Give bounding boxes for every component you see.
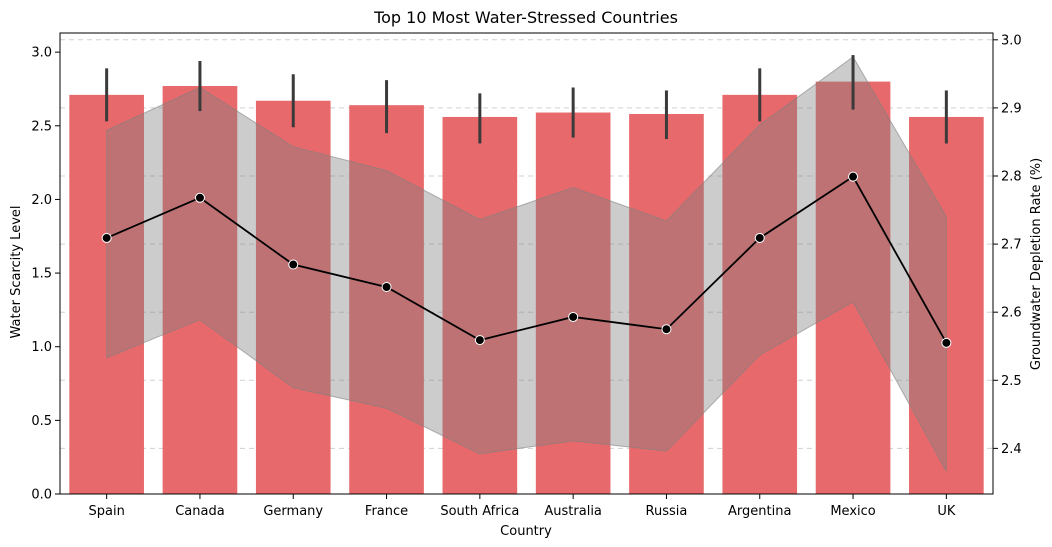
y-tick-label: 3.0 <box>31 46 52 61</box>
y2-tick-label: 2.7 <box>1001 238 1022 253</box>
y2-tick-label: 2.5 <box>1001 374 1022 389</box>
data-point <box>661 324 672 335</box>
depletion-line <box>101 171 952 348</box>
data-point <box>848 171 859 182</box>
bars <box>69 81 984 495</box>
y-tick-label: 1.0 <box>31 340 52 355</box>
data-point <box>381 281 392 292</box>
bar <box>162 86 238 494</box>
y2-tick-label: 2.8 <box>1001 169 1022 184</box>
data-point <box>194 192 205 203</box>
y2-tick-label: 3.0 <box>1001 33 1022 48</box>
y-tick-label: 2.5 <box>31 119 52 134</box>
bar <box>815 81 891 495</box>
y-axis-label: Water Scarcity Level <box>9 206 24 339</box>
bar <box>255 100 331 495</box>
x-tick-label: Germany <box>263 504 323 519</box>
y-tick-label: 0.5 <box>31 414 52 429</box>
x-tick-label: Spain <box>88 504 124 519</box>
data-point <box>568 311 579 322</box>
bar <box>535 112 611 495</box>
error-bars <box>105 55 948 144</box>
bar <box>442 116 518 494</box>
plot-frame <box>59 32 994 495</box>
x-tick-label: Australia <box>544 504 602 519</box>
y2-tick-label: 2.9 <box>1001 101 1022 116</box>
chart-title: Top 10 Most Water-Stressed Countries <box>373 8 678 27</box>
x-tick-label: UK <box>937 504 956 519</box>
x-tick-label: South Africa <box>440 504 519 519</box>
bar <box>722 94 798 494</box>
data-point <box>101 232 112 243</box>
x-tick-label: France <box>365 504 408 519</box>
data-point <box>754 232 765 243</box>
data-point <box>474 335 485 346</box>
x-tick-label: Mexico <box>830 504 875 519</box>
x-tick-label: Canada <box>175 504 224 519</box>
x-tick-label: Argentina <box>728 504 791 519</box>
x-tick-label: Russia <box>646 504 688 519</box>
series-line <box>106 175 948 344</box>
axes: 0.0 0.5 1.0 1.5 2.0 2.5 3.0 2.4 2.5 2.6 2.7 2.8 2.9 3… <box>31 32 1022 519</box>
confidence-band-area <box>106 56 947 472</box>
y2-axis-label: Groundwater Depletion Rate (%) <box>1029 158 1044 370</box>
data-point <box>288 259 299 270</box>
confidence-band <box>106 56 947 472</box>
y2-tick-label: 2.6 <box>1001 306 1022 321</box>
bar <box>349 105 424 495</box>
y-tick-label: 0.0 <box>31 488 52 503</box>
x-axis-label: Country <box>500 524 552 539</box>
y-tick-label: 2.0 <box>31 193 52 208</box>
y-tick-label: 1.5 <box>31 267 52 282</box>
y2-tick-label: 2.4 <box>1001 442 1022 457</box>
data-point <box>941 337 952 348</box>
